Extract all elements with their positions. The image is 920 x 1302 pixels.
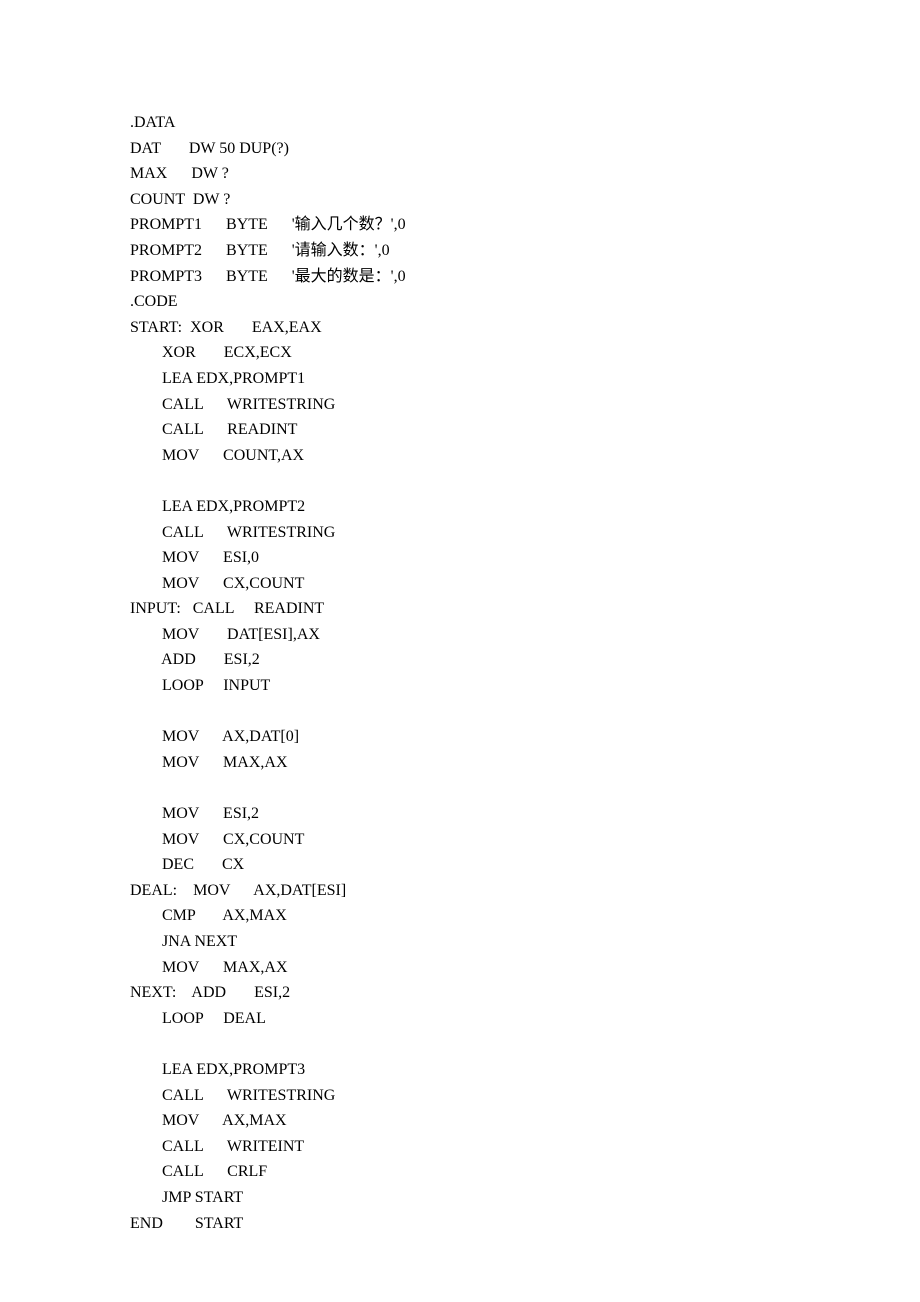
code-line: PROMPT2 BYTE '请输入数：',0 [130, 238, 920, 264]
code-line: LOOP DEAL [130, 1006, 920, 1032]
code-line: MOV AX,DAT[0] [130, 724, 920, 750]
code-line: DEAL: MOV AX,DAT[ESI] [130, 878, 920, 904]
code-line: CALL WRITESTRING [130, 392, 920, 418]
code-line: JNA NEXT [130, 929, 920, 955]
code-line: CALL CRLF [130, 1159, 920, 1185]
code-line: MAX DW ? [130, 161, 920, 187]
code-line [130, 1031, 920, 1057]
code-line: DEC CX [130, 852, 920, 878]
code-line: DAT DW 50 DUP(?) [130, 136, 920, 162]
code-line: ADD ESI,2 [130, 647, 920, 673]
code-line: CALL WRITESTRING [130, 1083, 920, 1109]
code-line: MOV MAX,AX [130, 955, 920, 981]
code-line: MOV ESI,0 [130, 545, 920, 571]
code-line [130, 775, 920, 801]
code-line: NEXT: ADD ESI,2 [130, 980, 920, 1006]
code-line: XOR ECX,ECX [130, 340, 920, 366]
code-line: MOV ESI,2 [130, 801, 920, 827]
code-line: LEA EDX,PROMPT2 [130, 494, 920, 520]
code-line: CALL WRITESTRING [130, 520, 920, 546]
code-line: MOV CX,COUNT [130, 827, 920, 853]
code-line: PROMPT1 BYTE '输入几个数？',0 [130, 212, 920, 238]
code-line: MOV AX,MAX [130, 1108, 920, 1134]
code-line: END START [130, 1211, 920, 1237]
code-line: MOV MAX,AX [130, 750, 920, 776]
code-line: MOV COUNT,AX [130, 443, 920, 469]
code-line: START: XOR EAX,EAX [130, 315, 920, 341]
code-line: LOOP INPUT [130, 673, 920, 699]
code-line: MOV CX,COUNT [130, 571, 920, 597]
code-line: .DATA [130, 110, 920, 136]
assembly-code-listing: .DATADAT DW 50 DUP(?)MAX DW ?COUNT DW ?P… [130, 110, 920, 1236]
code-line: MOV DAT[ESI],AX [130, 622, 920, 648]
code-line: PROMPT3 BYTE '最大的数是：',0 [130, 264, 920, 290]
code-line: JMP START [130, 1185, 920, 1211]
code-line: CALL READINT [130, 417, 920, 443]
code-line: COUNT DW ? [130, 187, 920, 213]
code-line: LEA EDX,PROMPT3 [130, 1057, 920, 1083]
code-line: INPUT: CALL READINT [130, 596, 920, 622]
code-line: CMP AX,MAX [130, 903, 920, 929]
code-line: CALL WRITEINT [130, 1134, 920, 1160]
code-line [130, 699, 920, 725]
code-line [130, 468, 920, 494]
code-line: LEA EDX,PROMPT1 [130, 366, 920, 392]
code-line: .CODE [130, 289, 920, 315]
